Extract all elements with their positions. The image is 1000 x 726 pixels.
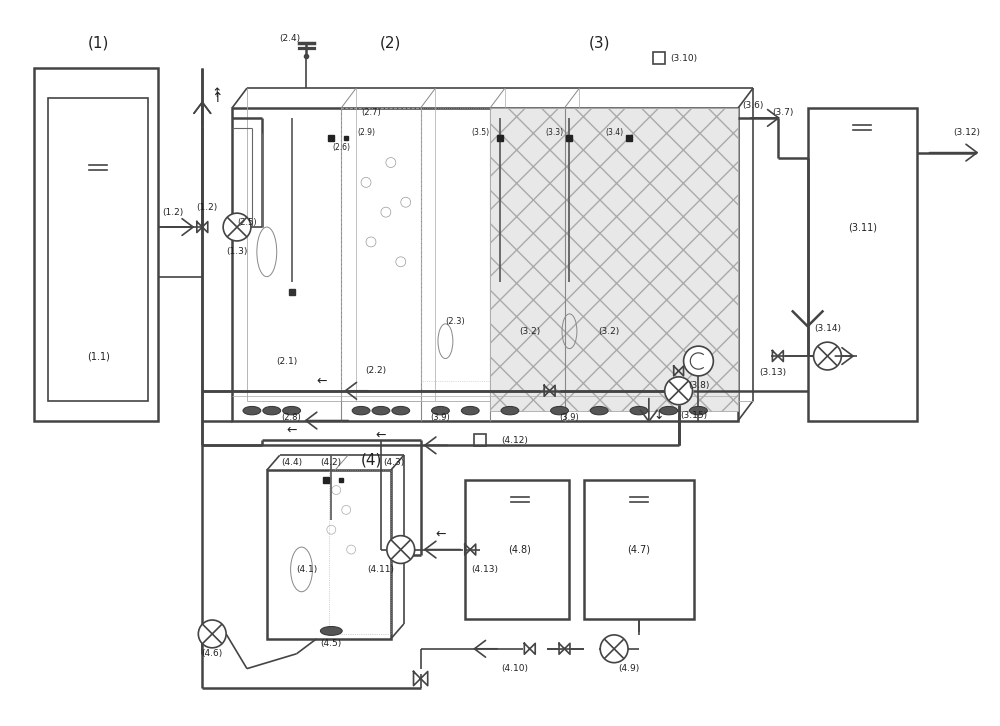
Ellipse shape (432, 407, 449, 415)
Text: (4.8): (4.8) (508, 544, 531, 555)
Text: (2.4): (2.4) (279, 34, 300, 43)
Text: (3.2): (3.2) (519, 327, 540, 335)
Text: (1): (1) (87, 36, 109, 51)
Bar (474, 434, 486, 446)
Text: (4.12): (4.12) (501, 436, 528, 445)
Text: (2): (2) (380, 36, 402, 51)
Text: (4.4): (4.4) (281, 457, 302, 467)
Text: (2.2): (2.2) (365, 367, 387, 375)
Ellipse shape (630, 407, 648, 415)
Bar (584, 480, 694, 619)
Ellipse shape (392, 407, 410, 415)
Bar (421, 108, 490, 381)
Circle shape (387, 536, 415, 563)
Ellipse shape (352, 407, 370, 415)
Bar (653, 52, 665, 65)
Ellipse shape (551, 407, 568, 415)
Bar (490, 108, 738, 411)
Text: (3): (3) (588, 36, 610, 51)
Ellipse shape (283, 407, 301, 415)
Text: (4.5): (4.5) (321, 640, 342, 648)
Text: (3.7): (3.7) (772, 108, 794, 118)
Text: (4.3): (4.3) (383, 457, 404, 467)
Text: (3.10): (3.10) (670, 54, 697, 63)
Ellipse shape (320, 627, 342, 635)
Bar (34, 68, 158, 420)
Circle shape (198, 620, 226, 648)
Text: ←: ← (435, 529, 446, 541)
Text: (3.11): (3.11) (848, 222, 877, 232)
Text: (3.13): (3.13) (759, 368, 786, 378)
Text: ↓: ↓ (654, 409, 664, 422)
Circle shape (600, 635, 628, 663)
Text: (1.2): (1.2) (197, 203, 218, 212)
Text: (2.9): (2.9) (357, 129, 375, 137)
Circle shape (665, 377, 693, 404)
Text: ←: ← (286, 424, 297, 437)
Text: (4.9): (4.9) (618, 664, 640, 673)
Ellipse shape (263, 407, 281, 415)
Bar (808, 108, 917, 420)
Ellipse shape (461, 407, 479, 415)
Text: (1.2): (1.2) (162, 208, 183, 216)
Text: (3.9): (3.9) (560, 413, 579, 422)
Text: (4): (4) (360, 453, 382, 468)
Text: (4.6): (4.6) (202, 649, 223, 658)
Text: (2.6): (2.6) (332, 143, 350, 152)
Text: (4.13): (4.13) (472, 565, 499, 574)
Text: ←: ← (376, 429, 386, 442)
Bar (267, 470, 391, 639)
Ellipse shape (690, 407, 707, 415)
Ellipse shape (243, 407, 261, 415)
Text: (1.3): (1.3) (226, 248, 248, 256)
Bar (465, 480, 569, 619)
Bar (329, 470, 391, 634)
Text: ←: ← (316, 375, 327, 388)
Text: (1.1): (1.1) (87, 351, 110, 361)
Text: (2.7): (2.7) (361, 108, 381, 118)
Bar (232, 108, 738, 420)
Ellipse shape (660, 407, 678, 415)
Text: (3.9): (3.9) (431, 413, 450, 422)
Text: (3.3): (3.3) (546, 129, 564, 137)
Text: (4.10): (4.10) (501, 664, 528, 673)
Ellipse shape (372, 407, 390, 415)
Text: (4.11): (4.11) (367, 565, 394, 574)
Text: (2.1): (2.1) (276, 356, 297, 365)
Text: ↑: ↑ (212, 86, 222, 99)
Text: (4.2): (4.2) (321, 457, 342, 467)
Text: (3.2): (3.2) (599, 327, 620, 335)
Text: (3.8): (3.8) (688, 381, 709, 391)
Text: (3.5): (3.5) (471, 129, 489, 137)
Circle shape (223, 213, 251, 241)
Circle shape (814, 342, 841, 370)
Text: (2.3): (2.3) (445, 317, 465, 326)
Ellipse shape (590, 407, 608, 415)
Text: (2.8): (2.8) (282, 413, 301, 422)
Text: (3.14): (3.14) (814, 324, 841, 333)
Text: (3.6): (3.6) (742, 102, 764, 110)
Text: ↑: ↑ (211, 91, 223, 105)
Text: (3.4): (3.4) (605, 129, 623, 137)
Text: (3.12): (3.12) (953, 129, 980, 137)
Bar (48, 98, 148, 401)
Text: (2.5): (2.5) (237, 218, 257, 227)
Text: (4.1): (4.1) (296, 565, 317, 574)
Circle shape (684, 346, 713, 376)
Ellipse shape (501, 407, 519, 415)
Text: (4.7): (4.7) (627, 544, 650, 555)
Bar (341, 108, 421, 401)
Text: (3.15): (3.15) (680, 411, 707, 420)
